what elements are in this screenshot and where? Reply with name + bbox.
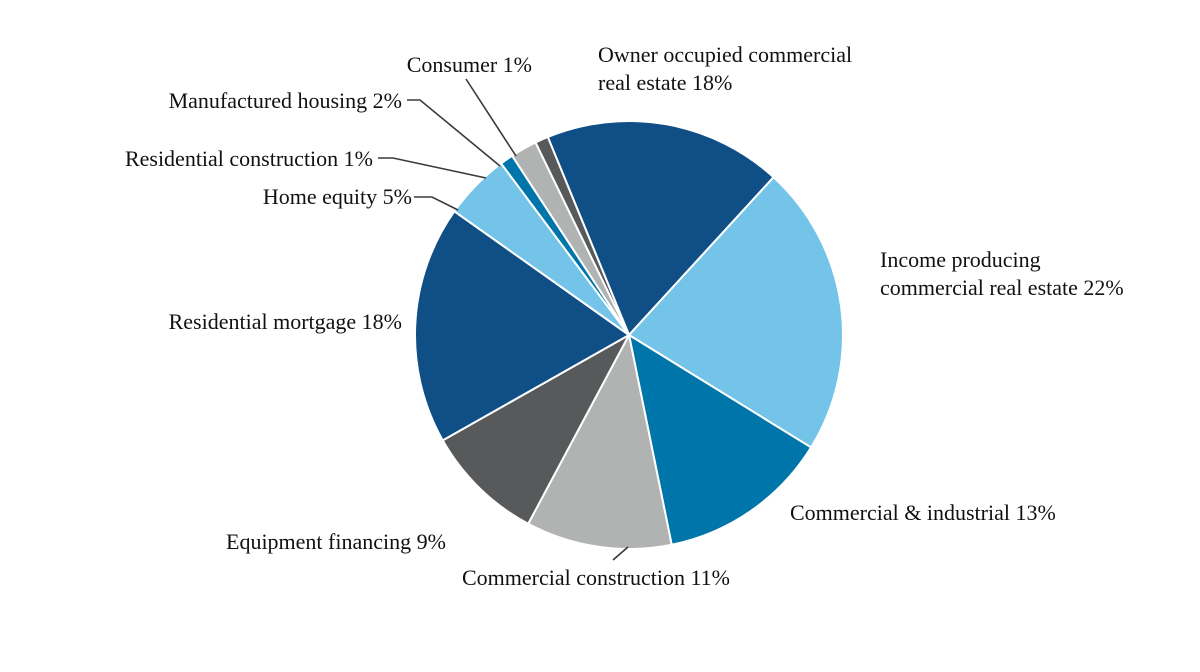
leader-line-commercial-construction xyxy=(612,546,629,561)
slice-label-line: Residential mortgage 18% xyxy=(169,309,402,334)
slice-label-income-producing-commercial-real-estate: Income producing commercial real estate 2… xyxy=(880,247,1124,300)
slice-label-line: Equipment financing 9% xyxy=(226,529,446,554)
slice-label-manufactured-housing: Manufactured housing 2% xyxy=(169,88,402,113)
leader-line-manufactured-housing xyxy=(407,99,501,167)
pie-slice-residential-mortgage xyxy=(414,210,630,442)
slice-label-line: commercial real estate 22% xyxy=(880,275,1124,300)
leader-line-home-equity xyxy=(414,196,459,211)
slice-label-equipment-financing: Equipment financing 9% xyxy=(226,529,446,554)
slice-label-residential-mortgage: Residential mortgage 18% xyxy=(169,309,402,334)
slice-label-consumer: Consumer 1% xyxy=(407,52,532,77)
slice-label-line: Consumer 1% xyxy=(407,52,532,77)
slice-label-line: Income producing xyxy=(880,247,1041,272)
pie-slice-consumer xyxy=(534,136,630,336)
pie-slice-commercial-construction xyxy=(527,334,673,550)
pie-slices xyxy=(414,120,844,550)
pie-slice-income-producing-commercial-real-estate xyxy=(628,176,844,449)
slice-label-line: Owner occupied commercial xyxy=(598,42,852,67)
slice-labels: Owner occupied commercial real estate 18%… xyxy=(125,42,1124,590)
slice-label-line: Home equity 5% xyxy=(263,184,412,209)
slice-label-home-equity: Home equity 5% xyxy=(263,184,412,209)
slice-label-line: Commercial construction 11% xyxy=(462,565,730,590)
slice-label-owner-occupied-commercial-real-estate: Owner occupied commercial real estate 18% xyxy=(598,42,852,95)
slice-label-commercial-construction: Commercial construction 11% xyxy=(462,565,730,590)
slice-label-residential-construction: Residential construction 1% xyxy=(125,146,373,171)
leader-line-consumer xyxy=(465,78,517,157)
slice-label-line: Residential construction 1% xyxy=(125,146,373,171)
pie-slice-commercial-and-industrial xyxy=(628,334,813,546)
leader-lines xyxy=(378,78,629,561)
slice-label-line: Commercial & industrial 13% xyxy=(790,500,1056,525)
slice-label-commercial-and-industrial: Commercial & industrial 13% xyxy=(790,500,1056,525)
pie-slice-equipment-financing xyxy=(441,334,630,525)
slice-label-line: real estate 18% xyxy=(598,70,732,95)
leader-line-residential-construction xyxy=(378,157,487,179)
slice-label-line: Manufactured housing 2% xyxy=(169,88,402,113)
pie-slice-owner-occupied-commercial-real-estate xyxy=(546,120,775,336)
